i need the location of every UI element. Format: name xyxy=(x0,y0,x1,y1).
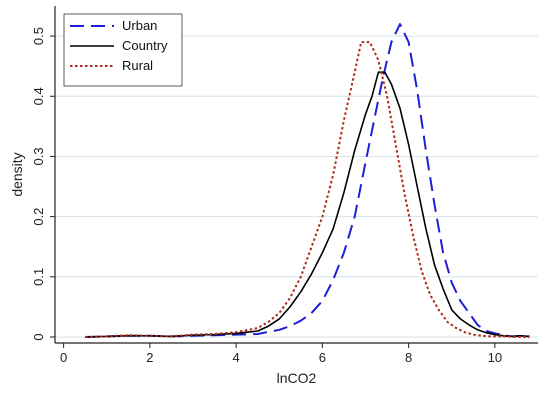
x-tick-label-0: 0 xyxy=(60,350,67,365)
x-tick-label-2: 4 xyxy=(233,350,240,365)
x-tick-label-1: 2 xyxy=(146,350,153,365)
y-axis-label: density xyxy=(9,152,25,196)
axes xyxy=(54,6,538,344)
x-tick-label-3: 6 xyxy=(319,350,326,365)
tick-labels: 0 2 4 6 8 10 0 0.1 0.2 0.3 0.4 0.5 xyxy=(31,27,502,365)
legend-label-country: Country xyxy=(122,38,168,53)
y-tick-label-0: 0 xyxy=(31,333,46,340)
x-axis-label: lnCO2 xyxy=(277,370,317,386)
y-tick-label-2: 0.2 xyxy=(31,208,46,226)
y-tick-label-4: 0.4 xyxy=(31,87,46,105)
legend-label-urban: Urban xyxy=(122,18,157,33)
y-tick-label-1: 0.1 xyxy=(31,268,46,286)
x-tick-label-5: 10 xyxy=(488,350,502,365)
y-tick-label-3: 0.3 xyxy=(31,147,46,165)
x-tick-label-4: 8 xyxy=(405,350,412,365)
legend: Urban Country Rural xyxy=(63,13,183,87)
legend-label-rural: Rural xyxy=(122,58,153,73)
y-tick-label-5: 0.5 xyxy=(31,27,46,45)
series-lines xyxy=(85,23,530,338)
gridlines xyxy=(55,35,538,338)
